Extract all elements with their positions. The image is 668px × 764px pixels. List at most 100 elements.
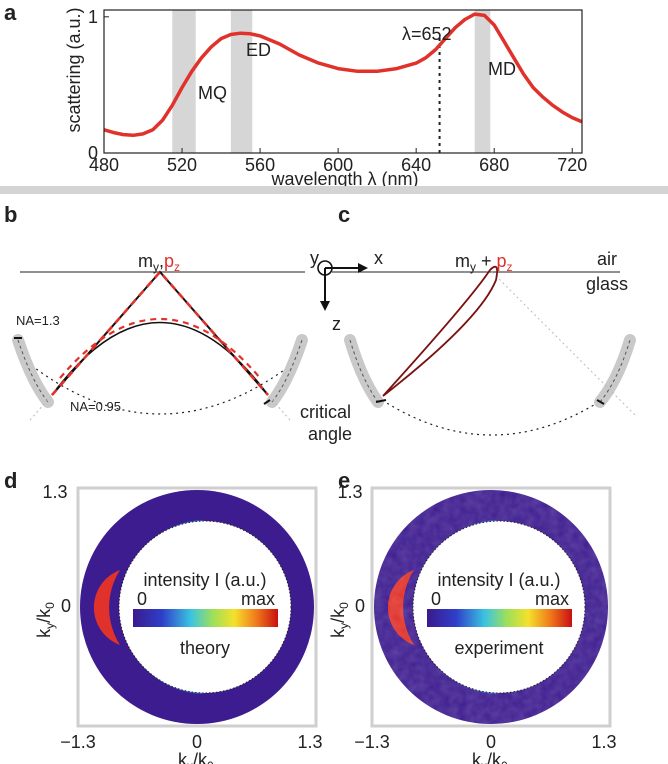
xlabel-e-sub: x — [481, 759, 487, 764]
legend-max-d: max — [241, 589, 275, 609]
collection-arc-b — [21, 357, 301, 415]
ytick-label: 1 — [88, 7, 98, 27]
ylabel-e: ky/k0 — [328, 602, 351, 638]
panel-a-label: a — [4, 0, 17, 25]
panel-d-label: d — [4, 468, 17, 493]
panel-b-label: b — [4, 202, 17, 227]
xlabel-d-sub2: 0 — [207, 759, 214, 764]
xtick-left-e: −1.3 — [354, 732, 390, 752]
band-md — [474, 10, 491, 153]
xtick-label: 680 — [479, 155, 509, 175]
ylabel-e-k: k — [328, 628, 348, 638]
x-arrowhead — [358, 263, 368, 273]
ylabel-d: ky/k0 — [34, 602, 57, 638]
xlabel-e-rest: /k — [487, 750, 502, 764]
band-label-ed: ED — [246, 40, 271, 60]
legend-max-e: max — [535, 589, 569, 609]
chart-a-frame — [103, 9, 583, 154]
frame-d — [76, 486, 318, 728]
b-title-m-sub: y — [153, 260, 159, 274]
c-title-p-sub: z — [507, 260, 513, 274]
air-label: air — [597, 249, 617, 269]
aperture-right-c — [594, 334, 636, 408]
tick-right-b — [263, 399, 271, 405]
diagram-c: y x z my + pz air glass critical angle — [300, 248, 636, 444]
scattering-series-line — [103, 12, 583, 138]
b-title-sep: , — [159, 251, 164, 271]
critical-ray-c — [491, 271, 636, 416]
c-title-p: p — [497, 251, 507, 271]
colorbar-e — [427, 609, 572, 627]
aperture-left-c-dash — [349, 339, 379, 403]
legend-caption-d: theory — [180, 638, 230, 658]
curve-pz-inner — [59, 318, 261, 379]
tick-left-c — [375, 399, 387, 403]
panel-c-title: my + pz — [455, 251, 513, 274]
aperture-right-b-dash — [271, 339, 303, 403]
axis-y-label: y — [310, 248, 319, 268]
c-title-m-sub: y — [470, 260, 476, 274]
chart-a-xlabel: wavelength λ (nm) — [270, 169, 418, 189]
xtick-left-d: −1.3 — [60, 732, 96, 752]
band-label-mq: MQ — [198, 83, 227, 103]
emission-lobe — [382, 265, 499, 397]
pattern-d: intensity I (a.u.) 0 max theory 1.3 0 −1… — [34, 482, 323, 764]
xtick-label: 600 — [323, 155, 353, 175]
na-13-label: NA=1.3 — [16, 313, 60, 328]
ytick-mid-d: 0 — [61, 596, 71, 616]
critical-label: critical — [300, 402, 351, 422]
na-095-label: NA=0.95 — [70, 399, 121, 414]
legend-min-e: 0 — [431, 589, 441, 609]
c-title-plus: + — [476, 251, 497, 271]
aperture-left-c — [344, 334, 384, 408]
xtick-label: 480 — [89, 155, 119, 175]
xlabel-d: kx/k0 — [178, 750, 214, 764]
ylabel-e-rest: /k — [328, 608, 348, 623]
xtick-label: 560 — [245, 155, 275, 175]
inner-disk-d — [118, 520, 292, 694]
ylabel-e-sub: y — [337, 623, 351, 629]
marker-label: λ=652 — [402, 24, 452, 44]
xtick-label: 520 — [167, 155, 197, 175]
xlabel-d-k: k — [178, 750, 188, 764]
b-title-p-sub: z — [174, 260, 180, 274]
inner-disk-e — [412, 520, 586, 694]
xtick-mid-e: 0 — [486, 732, 496, 752]
ytick-mid-e: 0 — [355, 596, 365, 616]
xtick-label: 720 — [557, 155, 587, 175]
band-label-md: MD — [488, 59, 516, 79]
axis-z-label: z — [332, 314, 341, 334]
diagram-b: NA=1.3 NA=0.95 my,pz — [12, 251, 308, 421]
legend-title-e: intensity I (a.u.) — [437, 570, 560, 590]
pattern-e: intensity I (a.u.) 0 max experiment 1.3 … — [328, 482, 617, 764]
section-separator — [0, 186, 668, 194]
aperture-left-b — [12, 334, 54, 408]
b-title-p: p — [164, 251, 174, 271]
legend-caption-e: experiment — [454, 638, 543, 658]
xlabel-d-sub: x — [187, 759, 193, 764]
frame-e — [370, 486, 612, 728]
xtick-mid-d: 0 — [192, 732, 202, 752]
ylabel-e-sub2: 0 — [337, 602, 351, 609]
ylabel-d-k: k — [34, 628, 54, 638]
xlabel-e-sub2: 0 — [501, 759, 508, 764]
xlabel-e-k: k — [472, 750, 482, 764]
ylabel-d-rest: /k — [34, 608, 54, 623]
ytick-top-d: 1.3 — [42, 482, 67, 502]
aperture-right-b — [266, 334, 308, 408]
tick-right-c — [596, 399, 605, 405]
panel-e-label: e — [338, 468, 350, 493]
panel-c-label: c — [338, 202, 350, 227]
ytick-top-e: 1.3 — [337, 482, 362, 502]
chart-a: MQ ED MD 480 520 560 600 640 680 720 0 1 λ=652 wav… — [64, 7, 587, 189]
glass-label: glass — [586, 274, 628, 294]
panel-b-title: my,pz — [138, 251, 180, 274]
legend-title-d: intensity I (a.u.) — [143, 570, 266, 590]
c-title-m: m — [455, 251, 470, 271]
colorbar-d — [133, 609, 278, 627]
crescent-d-peak — [93, 570, 120, 645]
chart-a-ylabel: scattering (a.u.) — [64, 7, 84, 132]
collection-arc-c — [381, 399, 603, 436]
axis-x-label: x — [374, 248, 383, 268]
